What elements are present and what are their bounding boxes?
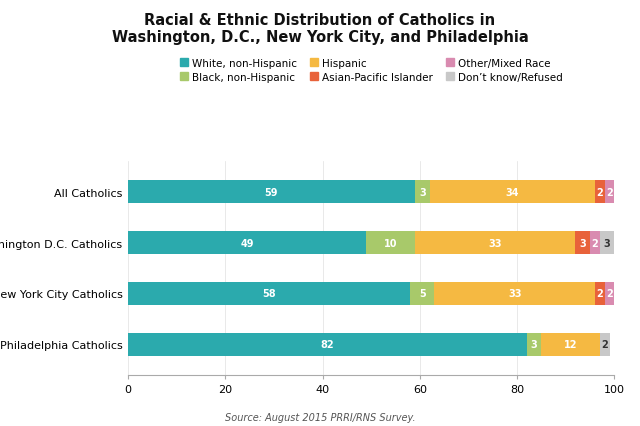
Bar — [600, 333, 609, 356]
Bar — [605, 282, 614, 305]
Bar — [128, 181, 415, 204]
Bar — [605, 181, 614, 204]
Text: 58: 58 — [262, 289, 276, 299]
Text: 82: 82 — [321, 340, 334, 349]
Text: 49: 49 — [241, 238, 254, 248]
Bar — [128, 232, 366, 254]
Text: 2: 2 — [591, 238, 598, 248]
Bar — [429, 181, 595, 204]
Bar — [600, 232, 614, 254]
Text: 2: 2 — [606, 187, 613, 197]
Bar — [595, 282, 605, 305]
Text: Source: August 2015 PRRI/RNS Survey.: Source: August 2015 PRRI/RNS Survey. — [225, 412, 415, 422]
Bar — [415, 232, 575, 254]
Text: Racial & Ethnic Distribution of Catholics in
Washington, D.C., New York City, an: Racial & Ethnic Distribution of Catholic… — [111, 13, 529, 45]
Text: 2: 2 — [596, 187, 603, 197]
Legend: White, non-Hispanic, Black, non-Hispanic, Hispanic, Asian-Pacific Islander, Othe: White, non-Hispanic, Black, non-Hispanic… — [177, 56, 565, 85]
Text: 33: 33 — [508, 289, 522, 299]
Bar — [595, 181, 605, 204]
Text: 12: 12 — [564, 340, 577, 349]
Bar — [541, 333, 600, 356]
Bar — [366, 232, 415, 254]
Text: 3: 3 — [419, 187, 426, 197]
Bar — [415, 181, 429, 204]
Text: 5: 5 — [419, 289, 426, 299]
Bar — [590, 232, 600, 254]
Bar — [435, 282, 595, 305]
Bar — [128, 282, 410, 305]
Bar — [410, 282, 435, 305]
Text: 33: 33 — [488, 238, 502, 248]
Bar — [128, 333, 527, 356]
Text: 59: 59 — [265, 187, 278, 197]
Bar — [527, 333, 541, 356]
Bar — [575, 232, 590, 254]
Text: 3: 3 — [604, 238, 611, 248]
Text: 10: 10 — [384, 238, 397, 248]
Text: 3: 3 — [531, 340, 538, 349]
Text: 34: 34 — [506, 187, 519, 197]
Text: 2: 2 — [606, 289, 613, 299]
Text: 2: 2 — [596, 289, 603, 299]
Text: 2: 2 — [602, 340, 608, 349]
Text: 3: 3 — [579, 238, 586, 248]
